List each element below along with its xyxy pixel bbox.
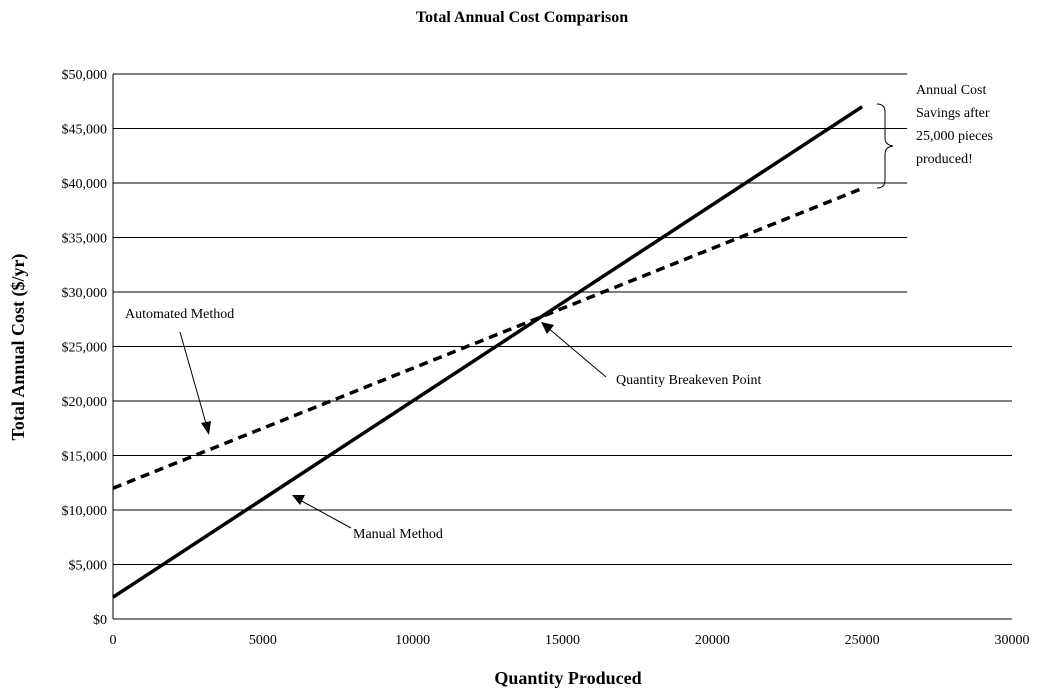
y-tick-label: $45,000 xyxy=(62,123,108,138)
x-axis-title: Quantity Produced xyxy=(494,668,641,688)
automated-method-label: Automated Method xyxy=(125,307,234,322)
breakeven-arrowhead xyxy=(541,322,554,334)
x-axis-ticks: 0 5000 10000 15000 20000 25000 30000 xyxy=(110,633,1030,648)
y-tick-label: $35,000 xyxy=(62,232,108,247)
savings-label-line-1: Annual Cost xyxy=(916,83,987,98)
y-tick-label: $10,000 xyxy=(62,504,108,519)
savings-label-line-3: 25,000 pieces xyxy=(916,129,993,144)
y-tick-label: $30,000 xyxy=(62,286,108,301)
breakeven-arrow xyxy=(546,326,607,378)
y-axis-ticks: $0 $5,000 $10,000 $15,000 $20,000 $25,000 $30,… xyxy=(62,68,108,628)
chart-title: Total Annual Cost Comparison xyxy=(416,9,628,26)
y-tick-label: $50,000 xyxy=(62,68,108,83)
y-tick-label: $15,000 xyxy=(62,450,108,465)
savings-label-line-2: Savings after xyxy=(916,106,990,121)
y-tick-label: $5,000 xyxy=(69,559,108,574)
y-tick-label: $20,000 xyxy=(62,395,108,410)
x-tick-label: 20000 xyxy=(695,633,730,648)
manual-method-label: Manual Method xyxy=(353,527,443,542)
x-tick-label: 15000 xyxy=(545,633,580,648)
series-line-manual-method xyxy=(112,105,864,599)
y-axis-title: Total Annual Cost ($/yr) xyxy=(8,254,29,441)
x-tick-label: 30000 xyxy=(995,633,1030,648)
grid xyxy=(113,73,1012,620)
x-tick-label: 5000 xyxy=(249,633,277,648)
y-tick-label: $25,000 xyxy=(62,341,108,356)
x-tick-label: 10000 xyxy=(395,633,430,648)
manual-method-arrow xyxy=(297,498,352,529)
y-tick-label: $0 xyxy=(93,613,107,628)
automated-method-arrowhead xyxy=(201,421,211,435)
x-tick-label: 25000 xyxy=(845,633,880,648)
x-tick-label: 0 xyxy=(110,633,117,648)
breakeven-label: Quantity Breakeven Point xyxy=(616,373,762,388)
savings-brace xyxy=(876,103,894,189)
manual-method-arrowhead xyxy=(292,495,305,505)
series-group xyxy=(112,105,864,599)
series-line-automated-method xyxy=(112,186,863,490)
savings-label-line-4: produced! xyxy=(916,152,973,167)
y-tick-label: $40,000 xyxy=(62,177,108,192)
automated-method-arrow xyxy=(179,331,208,428)
